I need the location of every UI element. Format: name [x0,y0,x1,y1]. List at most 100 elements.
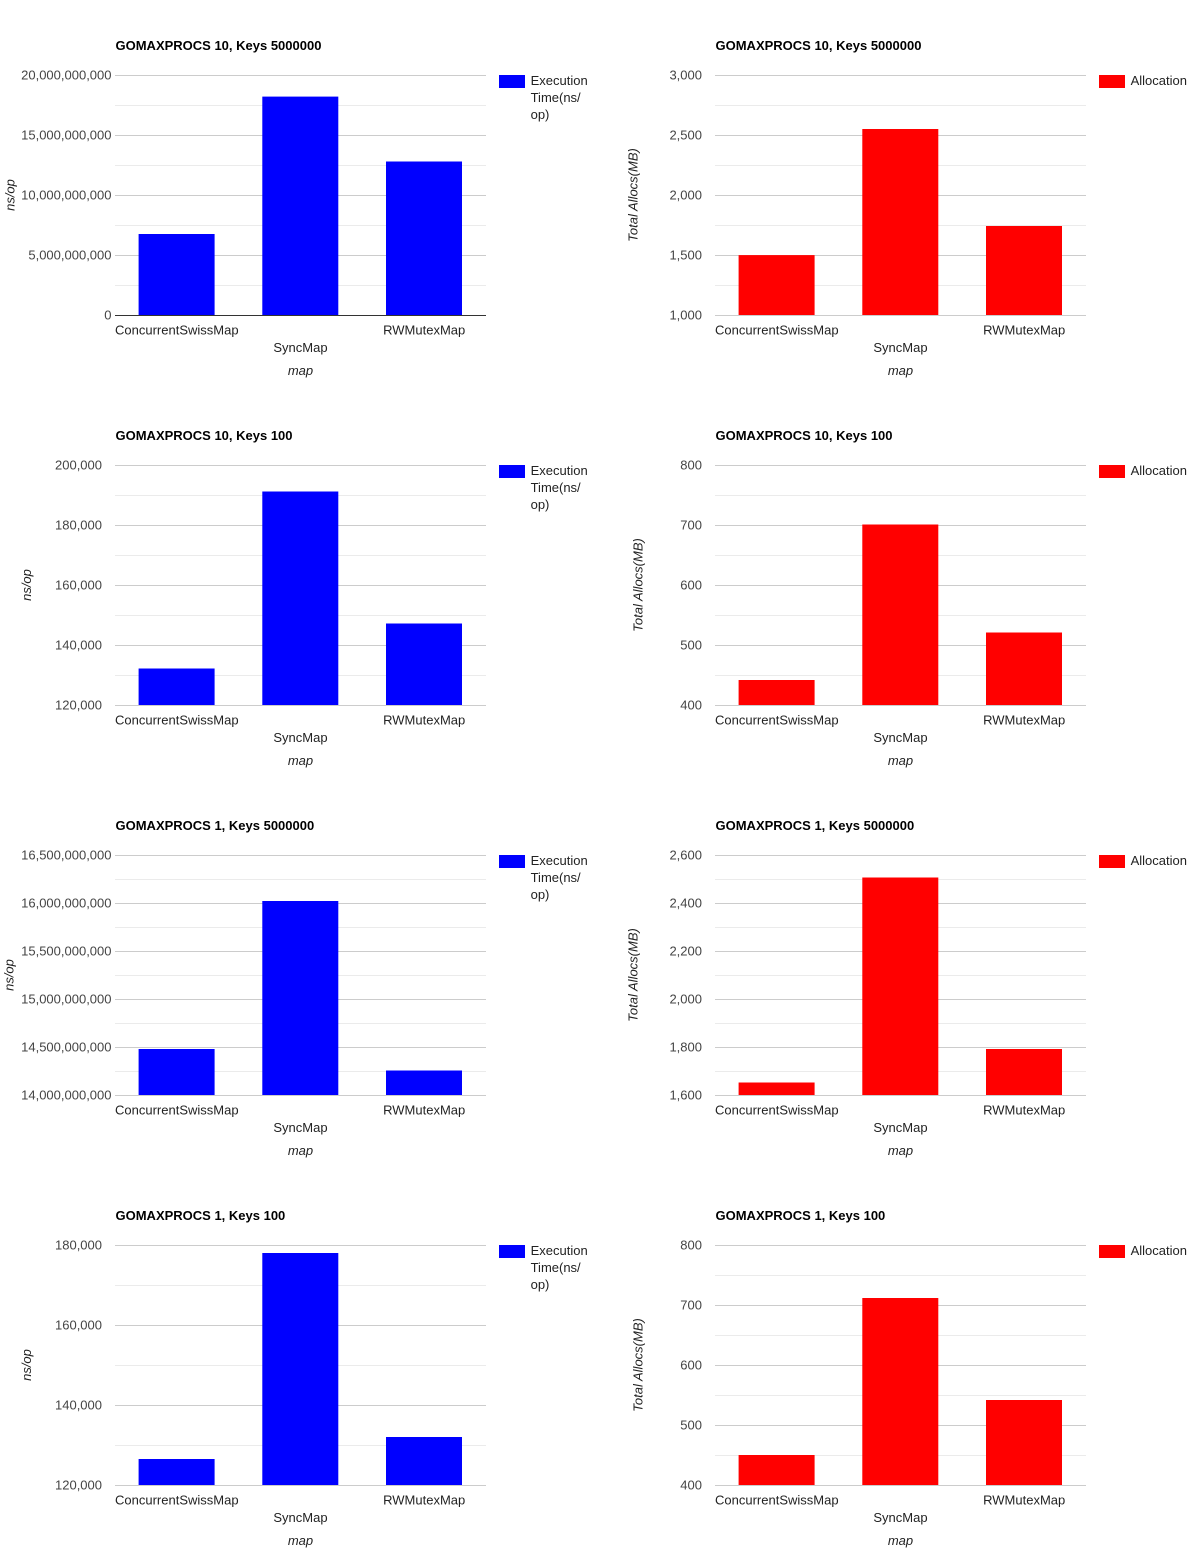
svg-text:500: 500 [680,638,702,653]
svg-text:Execution: Execution [531,73,588,88]
svg-text:Total Allocs(MB): Total Allocs(MB) [631,1318,646,1412]
svg-text:400: 400 [680,698,702,713]
svg-text:GOMAXPROCS 1, Keys 100: GOMAXPROCS 1, Keys 100 [116,1208,286,1223]
svg-text:2,500: 2,500 [669,128,702,143]
svg-text:SyncMap: SyncMap [873,730,927,745]
svg-text:140,000: 140,000 [55,1398,102,1413]
svg-text:Total Allocs(MB): Total Allocs(MB) [631,538,646,632]
svg-text:map: map [288,363,313,378]
svg-text:120,000: 120,000 [55,1478,102,1493]
svg-text:ConcurrentSwissMap: ConcurrentSwissMap [715,322,839,337]
svg-text:map: map [288,753,313,768]
svg-text:3,000: 3,000 [669,68,702,83]
svg-text:700: 700 [680,1298,702,1313]
svg-text:SyncMap: SyncMap [273,340,327,355]
svg-text:1,000: 1,000 [669,308,702,323]
svg-text:Time(ns/: Time(ns/ [531,480,581,495]
svg-text:160,000: 160,000 [55,1318,102,1333]
svg-text:GOMAXPROCS 10, Keys 5000000: GOMAXPROCS 10, Keys 5000000 [716,38,922,53]
svg-text:RWMutexMap: RWMutexMap [983,322,1065,337]
svg-text:RWMutexMap: RWMutexMap [983,1492,1065,1507]
svg-text:RWMutexMap: RWMutexMap [383,1492,465,1507]
svg-text:14,500,000,000: 14,500,000,000 [21,1040,111,1055]
svg-text:RWMutexMap: RWMutexMap [383,322,465,337]
svg-text:ConcurrentSwissMap: ConcurrentSwissMap [715,712,839,727]
svg-text:GOMAXPROCS 1, Keys 5000000: GOMAXPROCS 1, Keys 5000000 [716,818,915,833]
svg-text:ConcurrentSwissMap: ConcurrentSwissMap [715,1492,839,1507]
svg-text:15,500,000,000: 15,500,000,000 [21,944,111,959]
svg-text:ConcurrentSwissMap: ConcurrentSwissMap [715,1102,839,1117]
svg-text:GOMAXPROCS 1, Keys 100: GOMAXPROCS 1, Keys 100 [716,1208,886,1223]
svg-text:Time(ns/: Time(ns/ [531,1260,581,1275]
svg-text:Execution: Execution [531,853,588,868]
svg-text:1,600: 1,600 [669,1088,702,1103]
svg-text:16,500,000,000: 16,500,000,000 [21,848,111,863]
svg-text:120,000: 120,000 [55,698,102,713]
svg-text:600: 600 [680,1358,702,1373]
svg-text:op): op) [531,887,550,902]
svg-text:1,500: 1,500 [669,248,702,263]
svg-text:600: 600 [680,578,702,593]
svg-text:16,000,000,000: 16,000,000,000 [21,896,111,911]
svg-text:800: 800 [680,458,702,473]
svg-text:map: map [888,1143,913,1158]
svg-text:RWMutexMap: RWMutexMap [983,1102,1065,1117]
svg-text:20,000,000,000: 20,000,000,000 [21,68,111,83]
svg-text:15,000,000,000: 15,000,000,000 [21,128,111,143]
svg-text:RWMutexMap: RWMutexMap [983,712,1065,727]
svg-text:500: 500 [680,1418,702,1433]
svg-text:0: 0 [104,308,111,323]
svg-text:GOMAXPROCS 10, Keys 5000000: GOMAXPROCS 10, Keys 5000000 [116,38,322,53]
svg-text:200,000: 200,000 [55,458,102,473]
svg-text:GOMAXPROCS 10, Keys 100: GOMAXPROCS 10, Keys 100 [116,428,293,443]
svg-text:SyncMap: SyncMap [273,1120,327,1135]
svg-text:ConcurrentSwissMap: ConcurrentSwissMap [115,1102,239,1117]
svg-text:Allocation: Allocation [1131,1243,1187,1258]
svg-text:GOMAXPROCS 1, Keys 5000000: GOMAXPROCS 1, Keys 5000000 [116,818,315,833]
svg-text:RWMutexMap: RWMutexMap [383,712,465,727]
svg-text:Execution: Execution [531,463,588,478]
svg-text:700: 700 [680,518,702,533]
svg-text:Allocation: Allocation [1131,463,1187,478]
svg-text:Execution: Execution [531,1243,588,1258]
svg-text:160,000: 160,000 [55,578,102,593]
svg-text:Allocation: Allocation [1131,853,1187,868]
svg-text:op): op) [531,497,550,512]
svg-text:ConcurrentSwissMap: ConcurrentSwissMap [115,322,239,337]
svg-text:15,000,000,000: 15,000,000,000 [21,992,111,1007]
svg-text:5,000,000,000: 5,000,000,000 [28,248,111,263]
svg-text:180,000: 180,000 [55,518,102,533]
svg-text:op): op) [531,1277,550,1292]
svg-text:ns/op: ns/op [19,569,34,601]
svg-text:Total Allocs(MB): Total Allocs(MB) [626,928,641,1022]
svg-text:10,000,000,000: 10,000,000,000 [21,188,111,203]
svg-text:ns/op: ns/op [2,179,17,211]
svg-text:SyncMap: SyncMap [273,730,327,745]
svg-text:map: map [888,753,913,768]
svg-text:Total Allocs(MB): Total Allocs(MB) [626,148,641,242]
svg-text:RWMutexMap: RWMutexMap [383,1102,465,1117]
svg-text:SyncMap: SyncMap [873,1510,927,1525]
svg-text:map: map [888,1533,913,1548]
svg-text:SyncMap: SyncMap [873,340,927,355]
svg-text:ns/op: ns/op [2,959,17,991]
svg-text:2,000: 2,000 [669,992,702,1007]
svg-text:180,000: 180,000 [55,1238,102,1253]
svg-text:2,000: 2,000 [669,188,702,203]
svg-text:14,000,000,000: 14,000,000,000 [21,1088,111,1103]
svg-text:2,200: 2,200 [669,944,702,959]
svg-text:Time(ns/: Time(ns/ [531,90,581,105]
svg-text:800: 800 [680,1238,702,1253]
svg-text:ConcurrentSwissMap: ConcurrentSwissMap [115,1492,239,1507]
svg-text:map: map [888,363,913,378]
svg-text:ns/op: ns/op [19,1349,34,1381]
svg-text:Allocation: Allocation [1131,73,1187,88]
svg-text:Time(ns/: Time(ns/ [531,870,581,885]
svg-text:op): op) [531,107,550,122]
svg-text:SyncMap: SyncMap [273,1510,327,1525]
svg-text:2,400: 2,400 [669,896,702,911]
svg-text:140,000: 140,000 [55,638,102,653]
svg-text:GOMAXPROCS 10, Keys 100: GOMAXPROCS 10, Keys 100 [716,428,893,443]
svg-text:1,800: 1,800 [669,1040,702,1055]
svg-text:2,600: 2,600 [669,848,702,863]
